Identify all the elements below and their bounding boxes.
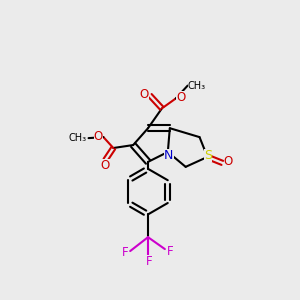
- Text: F: F: [122, 245, 128, 259]
- Text: O: O: [94, 130, 103, 142]
- Text: O: O: [140, 88, 149, 101]
- Text: F: F: [146, 256, 152, 268]
- Text: O: O: [176, 91, 185, 104]
- Text: F: F: [167, 244, 173, 258]
- Text: N: N: [164, 149, 173, 162]
- Text: CH₃: CH₃: [69, 133, 87, 143]
- Text: O: O: [224, 155, 233, 168]
- Text: S: S: [205, 149, 212, 162]
- Text: CH₃: CH₃: [188, 81, 206, 91]
- Text: O: O: [101, 159, 110, 172]
